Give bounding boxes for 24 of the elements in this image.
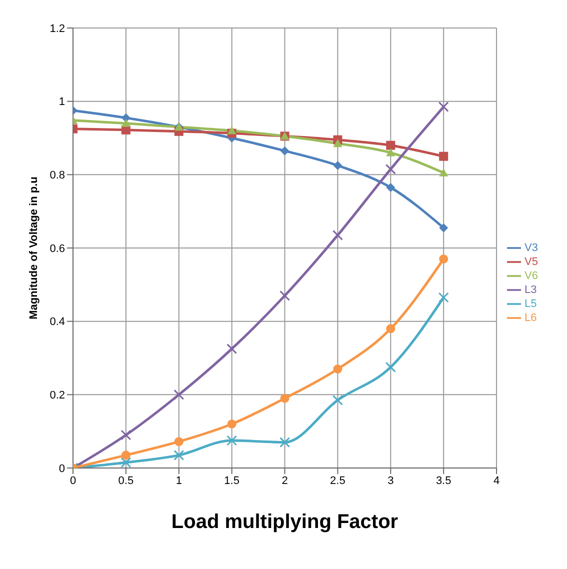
legend-label: V6 [524,270,538,282]
legend-label: L5 [524,298,537,310]
y-tick-label: 0.2 [50,390,65,402]
y-tick-label: 0.6 [50,242,65,255]
legend-label: L6 [524,312,537,324]
x-tick-label: 2 [282,474,288,487]
x-tick-label: 0 [70,474,76,487]
legend-label: V5 [524,256,538,268]
y-tick-label: 0 [58,462,65,475]
x-tick-label: 3 [388,474,394,487]
y-tick-label: 1 [58,96,65,108]
x-tick-label: 2.5 [330,474,346,487]
y-tick-label: 0.8 [50,170,65,182]
legend-label: V3 [524,242,538,254]
x-tick-label: 0.5 [118,474,134,487]
y-axis-title: Magnitude of Voltage in p.u [28,176,40,320]
legend-label: L3 [524,284,537,296]
x-tick-label: 4 [493,474,500,487]
y-tick-label: 1.2 [50,22,65,35]
x-tick-label: 1 [176,474,182,487]
y-tick-label: 0.4 [50,316,65,328]
x-axis-title: Load multiplying Factor [171,511,398,533]
x-tick-label: 1.5 [224,474,240,487]
x-tick-label: 3.5 [436,474,452,487]
